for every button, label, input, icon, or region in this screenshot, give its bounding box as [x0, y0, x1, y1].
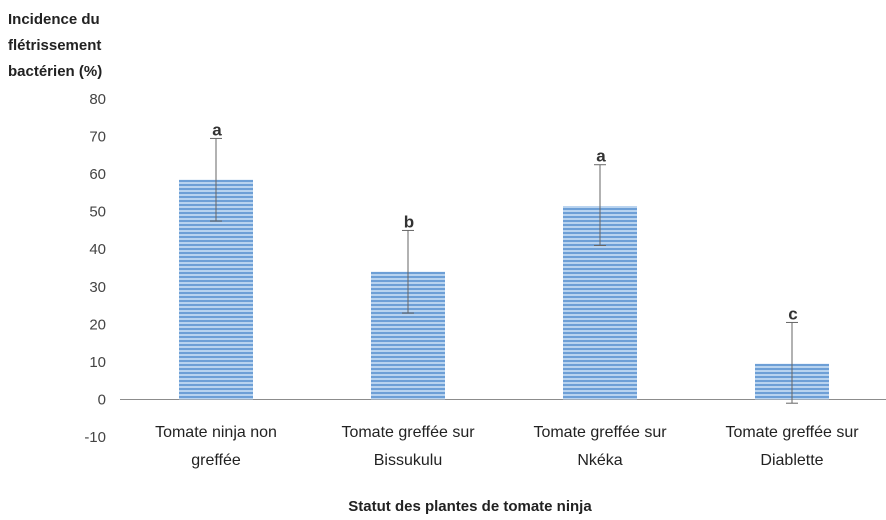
category-label: Tomate greffée sur	[725, 424, 859, 441]
y-tick-label: 40	[89, 241, 106, 258]
y-tick-label: 80	[89, 91, 106, 108]
y-tick-label: 0	[98, 391, 106, 408]
category-label: Bissukulu	[374, 452, 442, 469]
x-axis-label: Statut des plantes de tomate ninja	[348, 498, 592, 515]
significance-letter: b	[404, 212, 414, 231]
significance-letter: c	[788, 304, 797, 323]
y-tick-label: 20	[89, 316, 106, 333]
y-tick-label: 60	[89, 166, 106, 183]
category-label: greffée	[191, 452, 241, 469]
y-tick-label: -10	[84, 429, 106, 446]
y-tick-label: 70	[89, 129, 106, 146]
y-tick-label: 50	[89, 204, 106, 221]
y-tick-label: 10	[89, 354, 106, 371]
y-axis-label-line-3: bactérien (%)	[8, 63, 102, 80]
category-label: Tomate ninja non	[155, 424, 277, 441]
y-tick-label: 30	[89, 279, 106, 296]
significance-letter: a	[596, 147, 606, 166]
category-label: Nkéka	[577, 452, 622, 469]
category-label: Diablette	[760, 452, 823, 469]
category-label: Tomate greffée sur	[533, 424, 667, 441]
y-axis-label-line-1: Incidence du	[8, 11, 100, 28]
y-axis-label-line-2: flétrissement	[8, 37, 101, 54]
category-label: Tomate greffée sur	[341, 424, 475, 441]
significance-letter: a	[212, 120, 222, 139]
